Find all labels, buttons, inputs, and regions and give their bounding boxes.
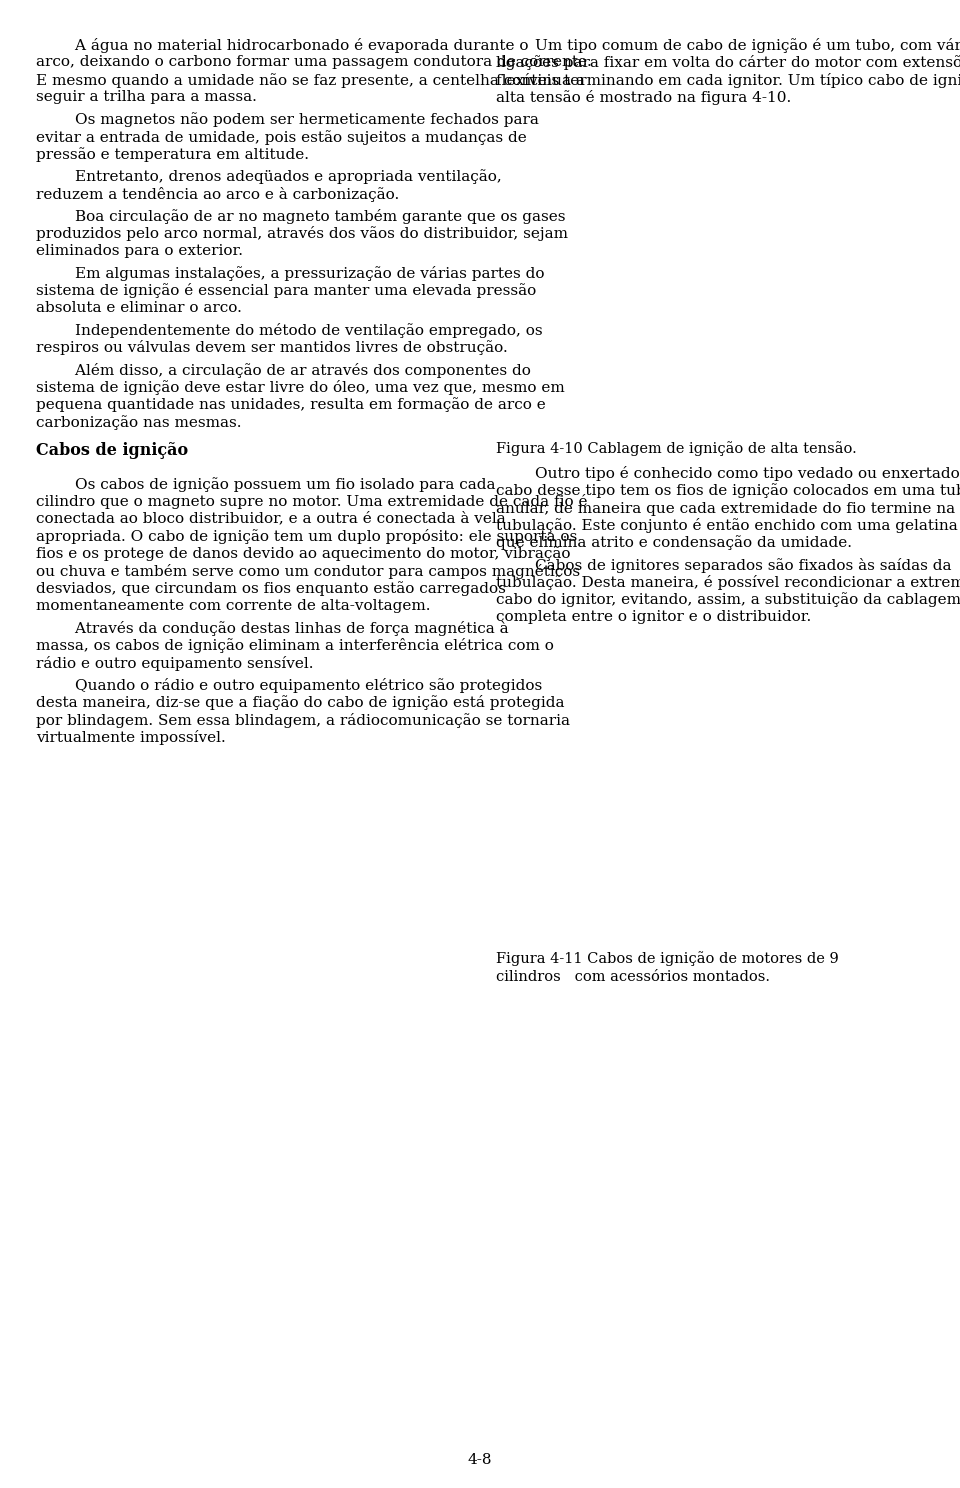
- Text: anular, de maneira que cada extremidade do fio termine na saída da: anular, de maneira que cada extremidade …: [496, 500, 960, 516]
- Text: desta maneira, diz-se que a fiação do cabo de ignição está protegida: desta maneira, diz-se que a fiação do ca…: [36, 695, 564, 710]
- Text: seguir a trilha para a massa.: seguir a trilha para a massa.: [36, 91, 257, 104]
- Text: Boa circulação de ar no magneto também garante que os gases: Boa circulação de ar no magneto também g…: [36, 208, 565, 225]
- Text: alta tensão é mostrado na figura 4-10.: alta tensão é mostrado na figura 4-10.: [496, 91, 791, 106]
- Text: evitar a entrada de umidade, pois estão sujeitos a mudanças de: evitar a entrada de umidade, pois estão …: [36, 129, 527, 144]
- Text: Os cabos de ignição possuem um fio isolado para cada: Os cabos de ignição possuem um fio isola…: [36, 478, 495, 493]
- Text: Independentemente do método de ventilação empregado, os: Independentemente do método de ventilaçã…: [36, 323, 542, 338]
- Text: massa, os cabos de ignição eliminam a interferência elétrica com o: massa, os cabos de ignição eliminam a in…: [36, 638, 554, 653]
- Text: Outro tipo é conhecido como tipo vedado ou enxertado. Um: Outro tipo é conhecido como tipo vedado …: [496, 466, 960, 481]
- Text: pressão e temperatura em altitude.: pressão e temperatura em altitude.: [36, 147, 309, 162]
- Text: cabo desse tipo tem os fios de ignição colocados em uma tubulação: cabo desse tipo tem os fios de ignição c…: [496, 484, 960, 498]
- Text: que elimina atrito e condensação da umidade.: que elimina atrito e condensação da umid…: [496, 536, 852, 551]
- Text: produzidos pelo arco normal, através dos vãos do distribuidor, sejam: produzidos pelo arco normal, através dos…: [36, 226, 568, 241]
- Text: Além disso, a circulação de ar através dos componentes do: Além disso, a circulação de ar através d…: [36, 363, 531, 378]
- Text: cilindro que o magneto supre no motor. Uma extremidade de cada fio é: cilindro que o magneto supre no motor. U…: [36, 494, 588, 509]
- Text: ou chuva e também serve como um condutor para campos magnéticos: ou chuva e também serve como um condutor…: [36, 564, 580, 579]
- Text: Os magnetos não podem ser hermeticamente fechados para: Os magnetos não podem ser hermeticamente…: [36, 113, 539, 128]
- Text: Figura 4-11 Cabos de ignição de motores de 9: Figura 4-11 Cabos de ignição de motores …: [496, 951, 839, 966]
- Text: carbonização nas mesmas.: carbonização nas mesmas.: [36, 415, 242, 430]
- Text: reduzem a tendência ao arco e à carbonização.: reduzem a tendência ao arco e à carboniz…: [36, 187, 399, 202]
- Text: tubulação. Este conjunto é então enchido com uma gelatina isoladora: tubulação. Este conjunto é então enchido…: [496, 518, 960, 533]
- Text: cilindros   com acessórios montados.: cilindros com acessórios montados.: [496, 970, 770, 984]
- Text: Através da condução destas linhas de força magnética à: Através da condução destas linhas de for…: [36, 620, 509, 635]
- Text: virtualmente impossível.: virtualmente impossível.: [36, 731, 226, 745]
- Text: fios e os protege de danos devido ao aquecimento do motor, vibração: fios e os protege de danos devido ao aqu…: [36, 546, 570, 561]
- Text: respiros ou válvulas devem ser mantidos livres de obstrução.: respiros ou válvulas devem ser mantidos …: [36, 341, 508, 356]
- Text: sistema de ignição deve estar livre do óleo, uma vez que, mesmo em: sistema de ignição deve estar livre do ó…: [36, 379, 564, 394]
- Bar: [496, 641, 924, 940]
- Text: tubulação. Desta maneira, é possível recondicionar a extremidade do: tubulação. Desta maneira, é possível rec…: [496, 574, 960, 589]
- Text: 4-8: 4-8: [468, 1454, 492, 1467]
- Text: Quando o rádio e outro equipamento elétrico são protegidos: Quando o rádio e outro equipamento elétr…: [36, 679, 542, 693]
- Text: Em algumas instalações, a pressurização de várias partes do: Em algumas instalações, a pressurização …: [36, 266, 544, 281]
- Text: rádio e outro equipamento sensível.: rádio e outro equipamento sensível.: [36, 656, 314, 671]
- Text: desviados, que circundam os fios enquanto estão carregados: desviados, que circundam os fios enquant…: [36, 582, 506, 597]
- Text: apropriada. O cabo de ignição tem um duplo propósito: ele suporta os: apropriada. O cabo de ignição tem um dup…: [36, 530, 577, 545]
- Text: sistema de ignição é essencial para manter uma elevada pressão: sistema de ignição é essencial para mant…: [36, 283, 537, 299]
- Text: Um tipo comum de cabo de ignição é um tubo, com várias: Um tipo comum de cabo de ignição é um tu…: [496, 39, 960, 54]
- Text: cabo do ignitor, evitando, assim, a substituição da cablagem: cabo do ignitor, evitando, assim, a subs…: [496, 592, 960, 607]
- Text: A água no material hidrocarbonado é evaporada durante o: A água no material hidrocarbonado é evap…: [36, 39, 529, 54]
- Text: absoluta e eliminar o arco.: absoluta e eliminar o arco.: [36, 301, 242, 315]
- Text: completa entre o ignitor e o distribuidor.: completa entre o ignitor e o distribuido…: [496, 610, 811, 623]
- Text: Entretanto, drenos adeqüados e apropriada ventilação,: Entretanto, drenos adeqüados e apropriad…: [36, 170, 502, 185]
- Text: arco, deixando o carbono formar uma passagem condutora de corrente.: arco, deixando o carbono formar uma pass…: [36, 55, 591, 70]
- Text: eliminados para o exterior.: eliminados para o exterior.: [36, 244, 243, 257]
- Text: Cabos de ignitores separados são fixados às saídas da: Cabos de ignitores separados são fixados…: [496, 558, 951, 573]
- Text: por blindagem. Sem essa blindagem, a rádiocomunicação se tornaria: por blindagem. Sem essa blindagem, a rád…: [36, 713, 570, 728]
- Text: Cabos de ignição: Cabos de ignição: [36, 442, 188, 460]
- Text: momentaneamente com corrente de alta-voltagem.: momentaneamente com corrente de alta-vol…: [36, 598, 430, 613]
- Text: conectada ao bloco distribuidor, e a outra é conectada à vela: conectada ao bloco distribuidor, e a out…: [36, 512, 506, 525]
- Text: Figura 4-10 Cablagem de ignição de alta tensão.: Figura 4-10 Cablagem de ignição de alta …: [496, 442, 856, 457]
- Text: E mesmo quando a umidade não se faz presente, a centelha continua a: E mesmo quando a umidade não se faz pres…: [36, 73, 585, 88]
- Text: pequena quantidade nas unidades, resulta em formação de arco e: pequena quantidade nas unidades, resulta…: [36, 397, 545, 412]
- Bar: [496, 121, 924, 432]
- Text: flexíveis terminando em cada ignitor. Um típico cabo de ignição de: flexíveis terminando em cada ignitor. Um…: [496, 73, 960, 88]
- Text: ligações para fixar em volta do cárter do motor com extensões: ligações para fixar em volta do cárter d…: [496, 55, 960, 70]
